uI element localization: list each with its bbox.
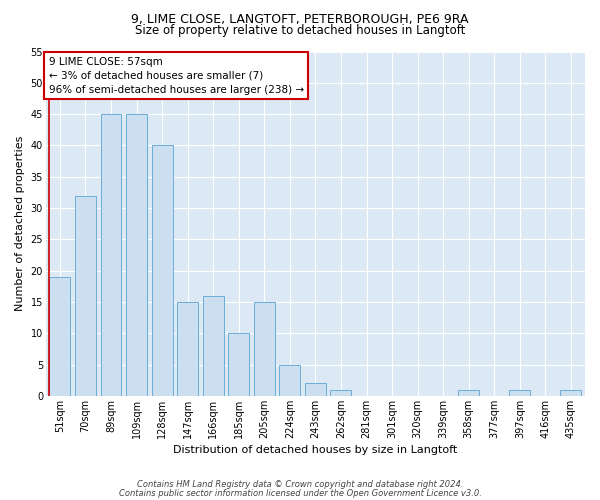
Bar: [75, 196, 96, 396]
Bar: [509, 390, 530, 396]
Bar: [126, 114, 147, 396]
Bar: [331, 390, 352, 396]
Text: Contains public sector information licensed under the Open Government Licence v3: Contains public sector information licen…: [119, 489, 481, 498]
Bar: [152, 146, 173, 396]
Text: 9, LIME CLOSE, LANGTOFT, PETERBOROUGH, PE6 9RA: 9, LIME CLOSE, LANGTOFT, PETERBOROUGH, P…: [131, 12, 469, 26]
Text: Size of property relative to detached houses in Langtoft: Size of property relative to detached ho…: [135, 24, 465, 37]
Bar: [254, 302, 275, 396]
Bar: [280, 364, 301, 396]
Bar: [228, 334, 249, 396]
Bar: [101, 114, 121, 396]
Bar: [49, 277, 70, 396]
X-axis label: Distribution of detached houses by size in Langtoft: Distribution of detached houses by size …: [173, 445, 458, 455]
Bar: [305, 384, 326, 396]
Text: 9 LIME CLOSE: 57sqm
← 3% of detached houses are smaller (7)
96% of semi-detached: 9 LIME CLOSE: 57sqm ← 3% of detached hou…: [49, 56, 304, 94]
Y-axis label: Number of detached properties: Number of detached properties: [15, 136, 25, 312]
Bar: [177, 302, 198, 396]
Text: Contains HM Land Registry data © Crown copyright and database right 2024.: Contains HM Land Registry data © Crown c…: [137, 480, 463, 489]
Bar: [458, 390, 479, 396]
Bar: [560, 390, 581, 396]
Bar: [203, 296, 224, 396]
